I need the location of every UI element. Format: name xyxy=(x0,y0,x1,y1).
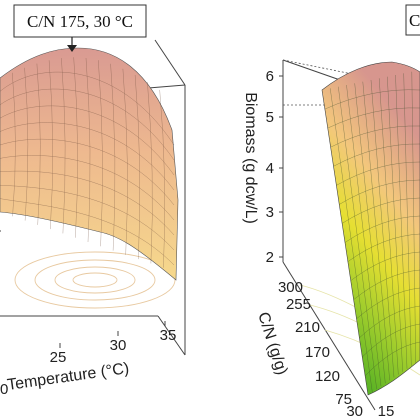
left-optimum-label: C/N 175, 30 °C xyxy=(27,12,133,31)
right-z-tick-4: 4 xyxy=(266,160,274,177)
right-y-tick-255: 255 xyxy=(286,296,311,313)
mesh-line xyxy=(364,341,420,377)
mesh-line xyxy=(379,78,399,375)
left-x-tick-25: 25 xyxy=(50,349,67,366)
mesh-line xyxy=(330,88,373,393)
mesh-line xyxy=(98,60,103,247)
mesh-line xyxy=(338,86,377,390)
mesh-line xyxy=(333,143,420,167)
right-z-tick-6: 6 xyxy=(266,68,274,85)
right-optimum-label: C xyxy=(409,11,420,30)
mesh-line xyxy=(73,57,78,238)
right-z-ticks xyxy=(279,75,283,258)
mesh-line xyxy=(362,323,420,358)
left-x-tick-partial: 0 xyxy=(0,381,8,398)
mesh-line xyxy=(0,71,175,146)
left-surface-panel: C/N 175, 30 °C 25 30 35 0 Temperature (°… xyxy=(0,4,186,398)
right-surface-panel: C 6 5 4 3 2 Biomass (g dcw/L) 300 255 21… xyxy=(242,4,420,420)
mesh-line xyxy=(370,79,395,378)
right-surface-mesh xyxy=(324,71,420,393)
mesh-line xyxy=(0,185,175,251)
right-optimum-callout: C xyxy=(405,4,420,36)
right-z-tick-5: 5 xyxy=(266,109,274,126)
left-x-tick-30: 30 xyxy=(110,337,127,354)
left-x-axis-label: Temperature (°C) xyxy=(6,360,130,394)
right-y-axis-label: C/N (g/g) xyxy=(254,310,290,377)
mesh-line xyxy=(354,83,386,384)
mesh-line xyxy=(48,60,53,230)
mesh-line xyxy=(327,107,420,129)
mesh-line xyxy=(134,74,141,260)
left-x-ticks xyxy=(59,321,166,348)
mesh-line xyxy=(147,82,153,264)
mesh-line xyxy=(347,233,420,262)
mesh-line xyxy=(346,84,382,387)
mesh-line xyxy=(362,81,390,381)
mesh-line xyxy=(24,67,29,221)
right-back-dashed xyxy=(282,59,373,106)
mesh-line xyxy=(359,305,420,338)
right-z-tick-3: 3 xyxy=(266,204,274,221)
mesh-line xyxy=(0,88,175,161)
right-x-tick-15: 15 xyxy=(378,403,395,420)
right-y-tick-30: 30 xyxy=(346,403,363,420)
mesh-line xyxy=(339,179,420,205)
mesh-line xyxy=(0,170,175,236)
left-optimum-callout: C/N 175, 30 °C xyxy=(13,4,147,52)
mesh-line xyxy=(395,74,408,369)
mesh-line xyxy=(0,198,175,266)
right-z-tick-2: 2 xyxy=(266,249,274,266)
left-x-tick-35: 35 xyxy=(160,327,177,344)
mesh-line xyxy=(330,125,420,148)
mesh-line xyxy=(344,215,420,243)
mesh-line xyxy=(122,68,128,255)
mesh-line xyxy=(353,269,420,300)
mesh-line xyxy=(403,73,412,366)
mesh-line xyxy=(336,161,420,186)
mesh-line xyxy=(324,89,420,110)
mesh-line xyxy=(350,251,420,281)
right-z-axis-label: Biomass (g dcw/L) xyxy=(242,92,259,224)
left-dome-surface xyxy=(0,47,179,281)
right-y-tick-75: 75 xyxy=(335,391,352,408)
mesh-line xyxy=(356,287,420,319)
mesh-line xyxy=(159,89,166,268)
right-y-tick-170: 170 xyxy=(305,344,330,361)
mesh-line xyxy=(411,71,416,363)
right-y-tick-300: 300 xyxy=(278,279,303,296)
mesh-line xyxy=(36,63,41,225)
mesh-line xyxy=(61,58,66,234)
mesh-line xyxy=(0,155,175,221)
right-y-tick-120: 120 xyxy=(315,368,340,385)
left-surface-mesh xyxy=(0,57,175,268)
mesh-line xyxy=(387,76,403,372)
right-y-tick-210: 210 xyxy=(295,319,320,336)
mesh-line xyxy=(342,197,420,224)
left-floor-contours xyxy=(14,251,176,309)
mesh-line xyxy=(12,72,16,217)
mesh-line xyxy=(85,57,91,243)
